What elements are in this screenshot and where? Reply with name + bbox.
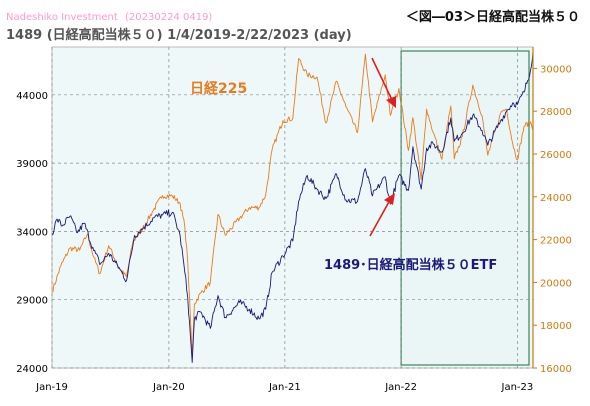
etf-1489-line (51, 51, 534, 363)
y-right-tick-label: 16000 (540, 364, 572, 375)
axes: Jan-19 Jan-20 Jan-21 Jan-22 Jan-23 24000 29000… (16, 47, 572, 393)
y-right-tick-label: 30000 (540, 64, 572, 75)
y-left-tick-label: 29000 (16, 296, 48, 307)
highlight-region (400, 50, 530, 366)
x-tick-label: Jan-23 (501, 382, 534, 393)
watermark: Nadeshiko Investment (20230224 0419) (6, 12, 212, 23)
arrow-etf (369, 199, 391, 237)
y-left-tick-label: 44000 (16, 91, 48, 102)
x-tick-label: Jan-20 (152, 382, 185, 393)
watermark-name: Nadeshiko Investment (6, 12, 118, 23)
figure-title: ＜図―03＞日経高配当株５０ (406, 9, 580, 25)
grid (51, 47, 533, 369)
y-left-tick-label: 24000 (16, 364, 48, 375)
y-right-tick-label: 20000 (540, 278, 572, 289)
series-lines (51, 51, 534, 363)
y-right-tick-label: 28000 (540, 107, 572, 118)
watermark-date: (20230224 0419) (125, 12, 212, 23)
etf-annotation: 1489･日経高配当株５０ETF (324, 257, 497, 273)
x-tick-label: Jan-21 (268, 382, 301, 393)
arrows (369, 57, 396, 237)
y-left-tick-label: 39000 (16, 159, 48, 170)
y-right-tick-label: 24000 (540, 193, 572, 204)
arrow-n225-head (386, 96, 396, 108)
x-tick-label: Jan-19 (35, 382, 68, 393)
nikkei225-line (51, 53, 534, 357)
x-tick-label: Jan-22 (384, 382, 417, 393)
chart-subtitle: 1489 (日経高配当株５０) 1/4/2019-2/22/2023 (day) (6, 27, 352, 43)
y-left-tick-label: 34000 (16, 227, 48, 238)
y-right-tick-label: 18000 (540, 321, 572, 332)
arrow-n225 (371, 57, 393, 101)
y-right-tick-label: 22000 (540, 236, 572, 247)
y-right-tick-label: 26000 (540, 150, 572, 161)
n225-annotation: 日経225 (190, 80, 247, 97)
arrow-etf-head (384, 193, 395, 205)
